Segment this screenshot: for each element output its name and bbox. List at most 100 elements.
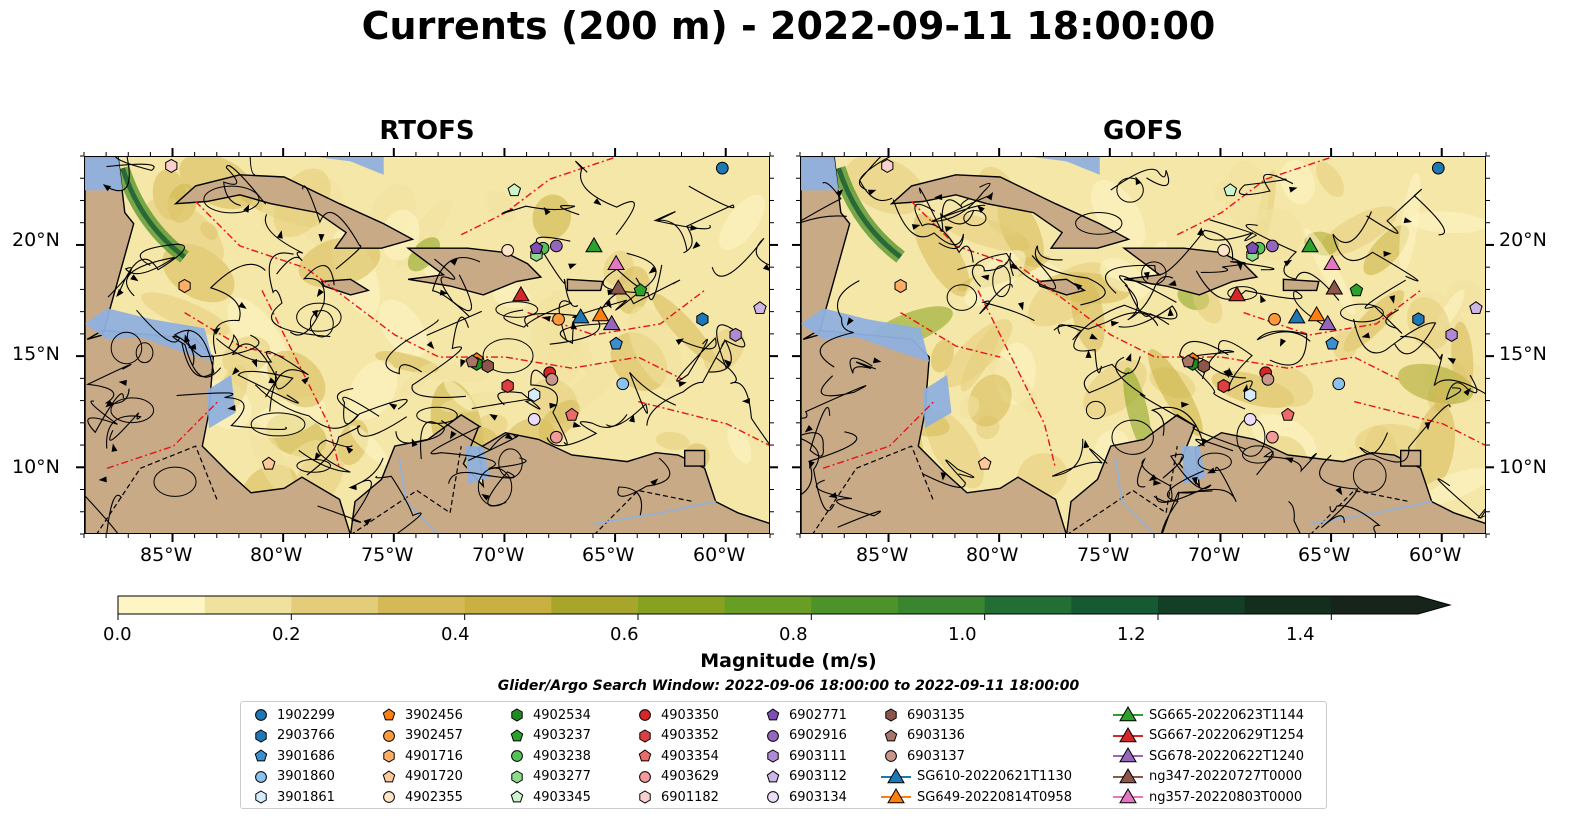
- streamline: [801, 375, 867, 419]
- streamline: [1160, 470, 1205, 533]
- eddy-streamline: [296, 302, 342, 332]
- streamline: [136, 309, 222, 378]
- colorbar-segment: [551, 596, 639, 614]
- legend-item: 4901720: [379, 768, 463, 786]
- streamline: [1124, 276, 1174, 321]
- magnitude-patch: [378, 299, 428, 358]
- streamline-arrow: [118, 379, 127, 386]
- legend-symbol: [511, 708, 523, 722]
- streamline-arrow: [238, 301, 247, 309]
- streamline: [1366, 188, 1445, 236]
- streamline: [223, 165, 267, 207]
- streamline: [530, 369, 568, 445]
- streamline: [501, 205, 580, 216]
- streamline: [914, 203, 974, 263]
- streamline: [1359, 404, 1451, 463]
- streamline-arrow: [1288, 186, 1298, 193]
- streamline-arrow: [1361, 332, 1370, 339]
- streamline: [306, 416, 408, 476]
- streamline: [85, 494, 123, 533]
- streamline: [176, 392, 288, 431]
- float-marker-3901686: [609, 336, 623, 350]
- float-marker-6903134: [1243, 413, 1257, 426]
- streamline: [819, 280, 860, 368]
- legend-label: 3902456: [405, 707, 463, 723]
- streamline-arrow: [1085, 349, 1092, 358]
- legend-marker-pentagon: [382, 769, 396, 782]
- legend-item: 2903766: [251, 727, 335, 745]
- streamline: [801, 431, 858, 496]
- colorbar-tick-label: 1.2: [1117, 624, 1146, 645]
- streamline-arrow: [1009, 262, 1019, 270]
- streamline: [1238, 173, 1294, 196]
- streamline: [1072, 304, 1178, 341]
- magnitude-patch: [1363, 224, 1410, 276]
- colorbar: [117, 595, 1452, 620]
- streamline: [289, 265, 335, 336]
- land-polygon: [1066, 414, 1485, 533]
- country-border: [812, 445, 935, 533]
- legend-marker-hexagon: [255, 790, 267, 804]
- legend-symbol: [766, 769, 780, 782]
- legend-label: SG678-20220622T1240: [1149, 748, 1305, 764]
- streamline: [1319, 454, 1359, 529]
- float-marker-4903345: [507, 183, 522, 197]
- colorbar-outline: [117, 595, 1452, 615]
- streamline-arrow: [835, 189, 844, 198]
- streamline-arrow: [111, 443, 118, 452]
- legend-marker-circle: [767, 729, 779, 742]
- streamline-arrow: [1389, 295, 1396, 304]
- legend-symbol: [511, 750, 523, 762]
- magnitude-patch: [1332, 330, 1358, 360]
- legend-symbol: [383, 749, 395, 763]
- magnitude-patch: [968, 374, 1012, 427]
- colorbar-tick-label: 0.8: [779, 624, 808, 645]
- streamline-arrow: [251, 358, 258, 368]
- y-tick-label: 10°N: [12, 456, 60, 478]
- x-tick-label: 65°W: [582, 544, 635, 566]
- streamline-arrow: [98, 476, 107, 483]
- streamline-arrow: [1074, 282, 1083, 291]
- eddy-streamline: [110, 397, 155, 424]
- streamline: [264, 214, 304, 275]
- magnitude-patch: [222, 335, 271, 376]
- streamline: [1200, 261, 1275, 273]
- streamline-arrow: [1181, 401, 1190, 408]
- streamline: [676, 337, 717, 382]
- eddy-streamline: [296, 458, 332, 473]
- float-marker-6903137: [545, 373, 559, 386]
- legend-item: 4903352: [635, 727, 719, 745]
- streamline-arrow: [1110, 320, 1120, 327]
- legend-symbol: [767, 749, 779, 763]
- streamline-arrow: [187, 343, 197, 350]
- streamline: [375, 475, 422, 533]
- legend-label: 4903345: [533, 789, 591, 805]
- legend-marker-triangle-line: [881, 767, 911, 783]
- eez-boundary: [911, 201, 1399, 381]
- legend-item: 4903277: [507, 768, 591, 786]
- streamline-arrow: [504, 432, 514, 440]
- streamline: [1110, 168, 1170, 191]
- streamline: [801, 406, 831, 457]
- legend-marker-circle: [639, 709, 651, 721]
- legend-marker-hexagon: [639, 790, 651, 804]
- streamline-arrow: [980, 274, 990, 281]
- streamline: [546, 414, 628, 447]
- streamline-arrow: [1285, 457, 1294, 464]
- map-panel-rtofs: [84, 156, 770, 534]
- x-tick-label: 60°W: [1409, 544, 1462, 566]
- legend-item: 4902355: [379, 788, 463, 806]
- legend-item: 4903629: [635, 768, 719, 786]
- y-tick-label: 15°N: [1499, 343, 1547, 365]
- float-marker-6902916: [1265, 239, 1279, 253]
- colorbar-segment: [118, 596, 206, 614]
- legend-symbol: [383, 791, 395, 803]
- streamline-arrow: [549, 402, 558, 409]
- magnitude-patch: [1090, 180, 1146, 249]
- strong-current-core: [120, 167, 187, 260]
- streamline-arrow: [1463, 387, 1471, 396]
- float-marker-6901182: [165, 158, 178, 173]
- colorbar-segment: [984, 596, 1072, 614]
- streamline-arrow: [1089, 333, 1098, 340]
- legend-marker-triangle-line: [1113, 747, 1143, 763]
